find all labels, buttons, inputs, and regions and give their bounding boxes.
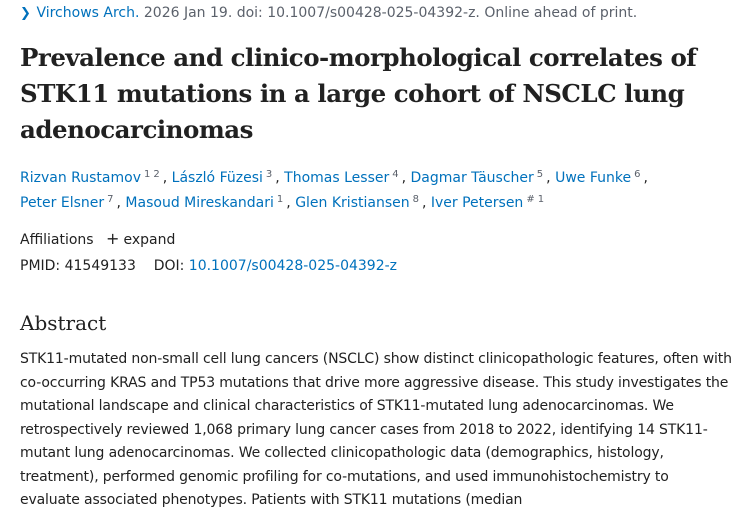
author-separator: , <box>643 170 648 186</box>
author-item: Uwe Funke 6 <box>555 169 643 187</box>
affiliation-markers: 3 <box>266 169 275 180</box>
doi-label: DOI: <box>153 258 185 274</box>
doi-link[interactable]: 10.1007/s00428-025-04392-z <box>188 258 397 274</box>
chevron-right-icon[interactable]: ❯ <box>20 6 31 21</box>
author-name-link[interactable]: Iver Petersen <box>430 195 524 211</box>
author-name-link[interactable]: László Füzesi <box>171 170 263 186</box>
affiliation-marker[interactable]: 1 <box>537 194 545 205</box>
expand-label: expand <box>123 232 176 248</box>
affiliations-label: Affiliations <box>20 232 94 248</box>
abstract-text: STK11-mutated non-small cell lung cancer… <box>20 351 732 508</box>
author-separator: , <box>401 170 411 186</box>
affiliation-marker[interactable]: 7 <box>107 194 114 205</box>
identifiers-row: PMID: 41549133 DOI: 10.1007/s00428-025-0… <box>20 256 397 276</box>
affiliation-markers: 8 <box>413 194 422 205</box>
author-item: Glen Kristiansen 8 <box>295 194 422 212</box>
author-list: Rizvan Rustamov 1 2, László Füzesi 3, Thoma… <box>20 166 735 216</box>
affiliation-marker[interactable]: 1 <box>143 169 151 180</box>
author-item: Iver Petersen #1 <box>430 194 547 212</box>
author-separator: , <box>286 195 296 211</box>
author-separator: , <box>116 195 126 211</box>
author-item: Dagmar Täuscher 5 <box>410 169 547 187</box>
author-separator: , <box>275 170 285 186</box>
affiliation-marker[interactable]: 4 <box>392 169 399 180</box>
plus-icon: + <box>106 229 120 248</box>
author-separator: , <box>421 195 431 211</box>
citation-line: ❯ Virchows Arch. 2026 Jan 19. doi: 10.10… <box>20 4 637 23</box>
affiliation-marker[interactable]: 8 <box>412 194 419 205</box>
affiliation-markers: 5 <box>537 169 546 180</box>
author-name-link[interactable]: Masoud Mireskandari <box>125 195 274 211</box>
abstract-heading: Abstract <box>20 311 107 335</box>
author-item: László Füzesi 3 <box>171 169 276 187</box>
author-name-link[interactable]: Glen Kristiansen <box>295 195 410 211</box>
author-separator: , <box>546 170 556 186</box>
affiliation-markers: 7 <box>107 194 116 205</box>
affiliation-markers: #1 <box>526 194 547 205</box>
affiliation-marker[interactable]: 2 <box>153 169 160 180</box>
author-separator: , <box>162 170 172 186</box>
author-item: Masoud Mireskandari 1 <box>125 194 286 212</box>
author-name-link[interactable]: Rizvan Rustamov <box>20 170 141 186</box>
expand-affiliations-button[interactable]: + expand <box>106 229 176 248</box>
author-name-link[interactable]: Thomas Lesser <box>284 170 390 186</box>
affiliation-markers: 1 <box>277 194 286 205</box>
author-item: Thomas Lesser 4 <box>284 169 401 187</box>
affiliations-row: Affiliations + expand <box>20 229 175 250</box>
author-name-link[interactable]: Peter Elsner <box>20 195 105 211</box>
affiliation-markers: 4 <box>392 169 401 180</box>
author-name-link[interactable]: Uwe Funke <box>555 170 632 186</box>
affiliation-marker[interactable]: 1 <box>276 194 284 205</box>
affiliation-marker[interactable]: 5 <box>536 169 544 180</box>
pmid-value: 41549133 <box>64 258 136 274</box>
author-name-link[interactable]: Dagmar Täuscher <box>410 170 534 186</box>
citation-details: 2026 Jan 19. doi: 10.1007/s00428-025-043… <box>139 5 638 21</box>
author-item: Peter Elsner 7 <box>20 194 117 212</box>
author-item: Rizvan Rustamov 1 2 <box>20 169 163 187</box>
affiliation-marker[interactable]: 6 <box>634 169 641 180</box>
journal-link[interactable]: Virchows Arch. <box>36 5 140 21</box>
affiliation-marker[interactable]: # <box>526 194 535 205</box>
pmid-label: PMID: <box>20 258 61 274</box>
affiliation-markers: 6 <box>634 169 643 180</box>
article-title: Prevalence and clinico-morphological cor… <box>20 43 697 144</box>
affiliation-marker[interactable]: 3 <box>265 169 273 180</box>
